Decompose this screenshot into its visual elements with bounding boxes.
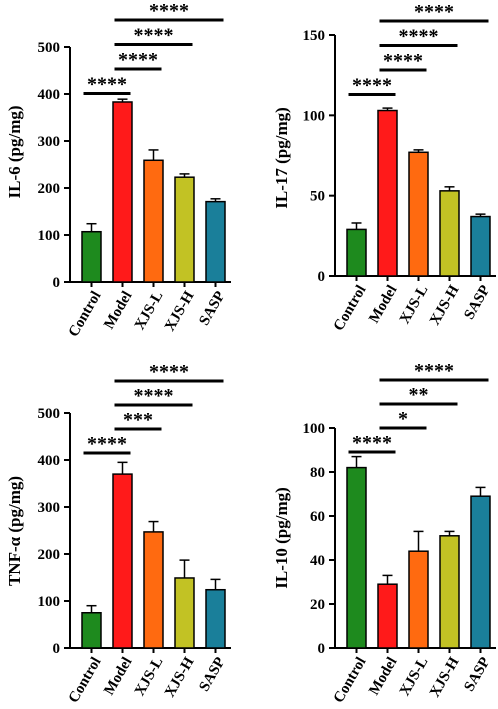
bar <box>143 531 164 649</box>
y-tick-label: 0 <box>318 641 326 657</box>
bar <box>174 176 195 283</box>
bar <box>439 190 460 277</box>
significance-label: **** <box>134 385 174 407</box>
y-tick-label: 500 <box>38 406 61 422</box>
significance-label: **** <box>87 433 127 455</box>
significance-label: **** <box>399 26 439 48</box>
y-tick-label: 100 <box>38 228 61 244</box>
x-tick-label: XJS-H <box>427 282 463 328</box>
bar <box>112 473 133 649</box>
bar <box>470 495 491 649</box>
significance-label: **** <box>352 432 392 454</box>
x-tick-label: SASP <box>461 283 493 323</box>
x-tick-label: SASP <box>196 289 228 329</box>
significance-label: **** <box>149 361 189 383</box>
bar <box>174 577 195 649</box>
bar <box>346 228 367 277</box>
significance-label: *** <box>123 409 153 431</box>
significance-label: **** <box>87 74 127 96</box>
y-tick-label: 400 <box>38 453 61 469</box>
significance-label: **** <box>352 75 392 97</box>
x-tick-label: Control <box>331 283 370 334</box>
x-tick-label: Model <box>366 655 400 698</box>
bar <box>346 466 367 649</box>
y-tick-label: 20 <box>310 597 325 613</box>
y-tick-label: 100 <box>303 421 326 437</box>
y-axis-label: IL-10 (pg/mg) <box>272 487 291 589</box>
y-tick-label: 0 <box>318 269 326 285</box>
y-tick-label: 40 <box>310 553 325 569</box>
x-tick-label: SASP <box>196 655 228 695</box>
bar <box>377 583 398 649</box>
y-tick-label: 500 <box>38 40 61 56</box>
y-tick-label: 200 <box>38 547 61 563</box>
significance-label: * <box>398 408 408 430</box>
y-tick-label: 80 <box>310 465 325 481</box>
significance-label: **** <box>383 50 423 72</box>
y-tick-label: 300 <box>38 500 61 516</box>
x-tick-label: Control <box>66 655 105 706</box>
bar <box>205 200 226 283</box>
bar <box>439 535 460 649</box>
bar <box>112 101 133 283</box>
chart-panel-il6: 0 100 200 300 400 500 IL-6 (pg/mg) ControlModel… <box>5 0 231 340</box>
y-tick-label: 200 <box>38 181 61 197</box>
x-tick-label: Model <box>366 283 400 326</box>
significance-label: **** <box>414 1 454 23</box>
y-tick-label: 0 <box>53 275 61 291</box>
y-tick-label: 400 <box>38 87 61 103</box>
significance-label: **** <box>134 25 174 47</box>
y-tick-label: 50 <box>310 189 325 205</box>
significance-label: ** <box>409 384 429 406</box>
y-tick-label: 60 <box>310 509 325 525</box>
y-tick-label: 0 <box>53 641 61 657</box>
x-tick-label: Model <box>101 289 135 332</box>
bar <box>81 230 102 283</box>
x-tick-label: Control <box>331 655 370 706</box>
bar <box>81 612 102 649</box>
x-tick-label: XJS-H <box>427 654 463 700</box>
x-tick-label: XJS-H <box>162 288 198 334</box>
chart-panel-tnf-alpha: 0 100 200 300 400 500 TNF-α (pg/mg) ControlMode… <box>5 361 231 706</box>
significance-label: **** <box>149 0 189 22</box>
y-tick-label: 100 <box>303 108 326 124</box>
bar <box>377 109 398 277</box>
x-tick-label: Control <box>66 289 105 340</box>
bar <box>143 159 164 283</box>
bar <box>408 151 429 277</box>
y-axis-label: TNF-α (pg/mg) <box>5 476 24 586</box>
y-tick-label: 300 <box>38 134 61 150</box>
y-axis-label: IL-6 (pg/mg) <box>5 105 24 198</box>
y-tick-label: 150 <box>303 28 326 44</box>
x-tick-label: XJS-H <box>162 654 198 700</box>
significance-label: **** <box>414 360 454 382</box>
y-tick-label: 100 <box>38 594 61 610</box>
significance-label: **** <box>118 49 158 71</box>
x-tick-label: Model <box>101 655 135 698</box>
bar <box>408 550 429 649</box>
bar <box>205 588 226 649</box>
y-axis-label: IL-17 (pg/mg) <box>272 107 291 209</box>
bar <box>470 215 491 277</box>
x-tick-label: SASP <box>461 655 493 695</box>
